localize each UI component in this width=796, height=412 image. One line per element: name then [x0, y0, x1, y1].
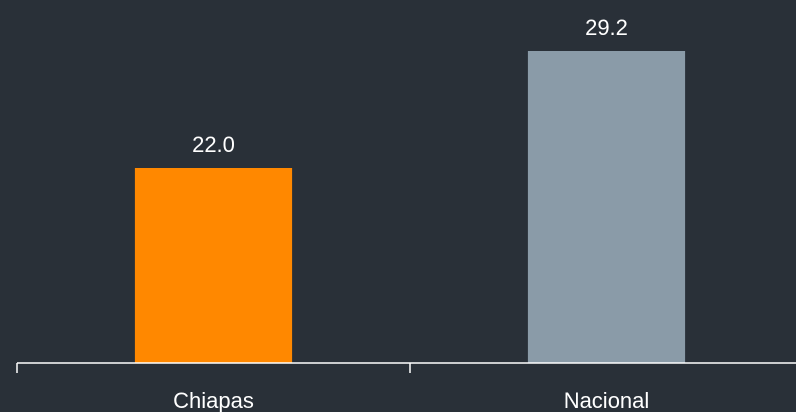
value-label: 29.2: [585, 15, 628, 40]
x-tick-label: Nacional: [564, 388, 650, 412]
bar: [527, 51, 686, 363]
bar: [134, 168, 293, 363]
x-tick-label: Chiapas: [173, 388, 254, 412]
value-label: 22.0: [192, 132, 235, 157]
